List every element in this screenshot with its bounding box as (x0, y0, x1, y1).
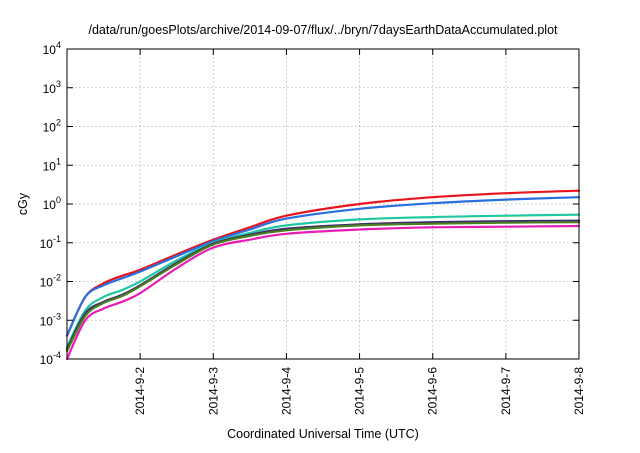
series-lines (65, 189, 581, 361)
series-line-2 (65, 196, 581, 337)
y-axis-label: cGy (16, 192, 30, 215)
y-axis-ticks: 10-4 10-3 10-2 10-1 100 101 102 103 104 (40, 40, 579, 367)
x-tick-label: 2014-9-4 (279, 367, 293, 415)
series-line-1 (65, 189, 581, 337)
x-tick-label: 2014-9-5 (353, 367, 367, 415)
y-tick-label: 10-2 (40, 273, 61, 290)
y-tick-label: 10-3 (40, 311, 61, 328)
y-tick-label: 104 (43, 40, 61, 57)
y-tick-label: 10-1 (40, 234, 61, 251)
y-tick-label: 102 (43, 118, 61, 135)
series-line-5 (65, 221, 581, 353)
x-tick-label: 2014-9-2 (133, 367, 147, 415)
series-line-3 (65, 213, 581, 349)
y-tick-label: 100 (43, 195, 61, 212)
y-tick-label: 10-4 (40, 350, 61, 367)
y-tick-label: 101 (43, 156, 61, 173)
y-tick-label: 103 (43, 79, 61, 96)
grid-lines (67, 49, 579, 359)
x-tick-label: 2014-9-7 (499, 367, 513, 415)
chart-title: /data/run/goesPlots/archive/2014-09-07/f… (88, 23, 558, 37)
x-tick-label: 2014-9-6 (426, 367, 440, 415)
x-tick-label: 2014-9-3 (206, 367, 220, 415)
x-axis-ticks: 2014-9-2 2014-9-3 2014-9-4 2014-9-5 2014-9-6… (133, 49, 586, 415)
x-tick-label: 2014-9-8 (572, 367, 586, 415)
x-axis-label: Coordinated Universal Time (UTC) (227, 427, 419, 441)
series-line-6 (65, 224, 581, 361)
